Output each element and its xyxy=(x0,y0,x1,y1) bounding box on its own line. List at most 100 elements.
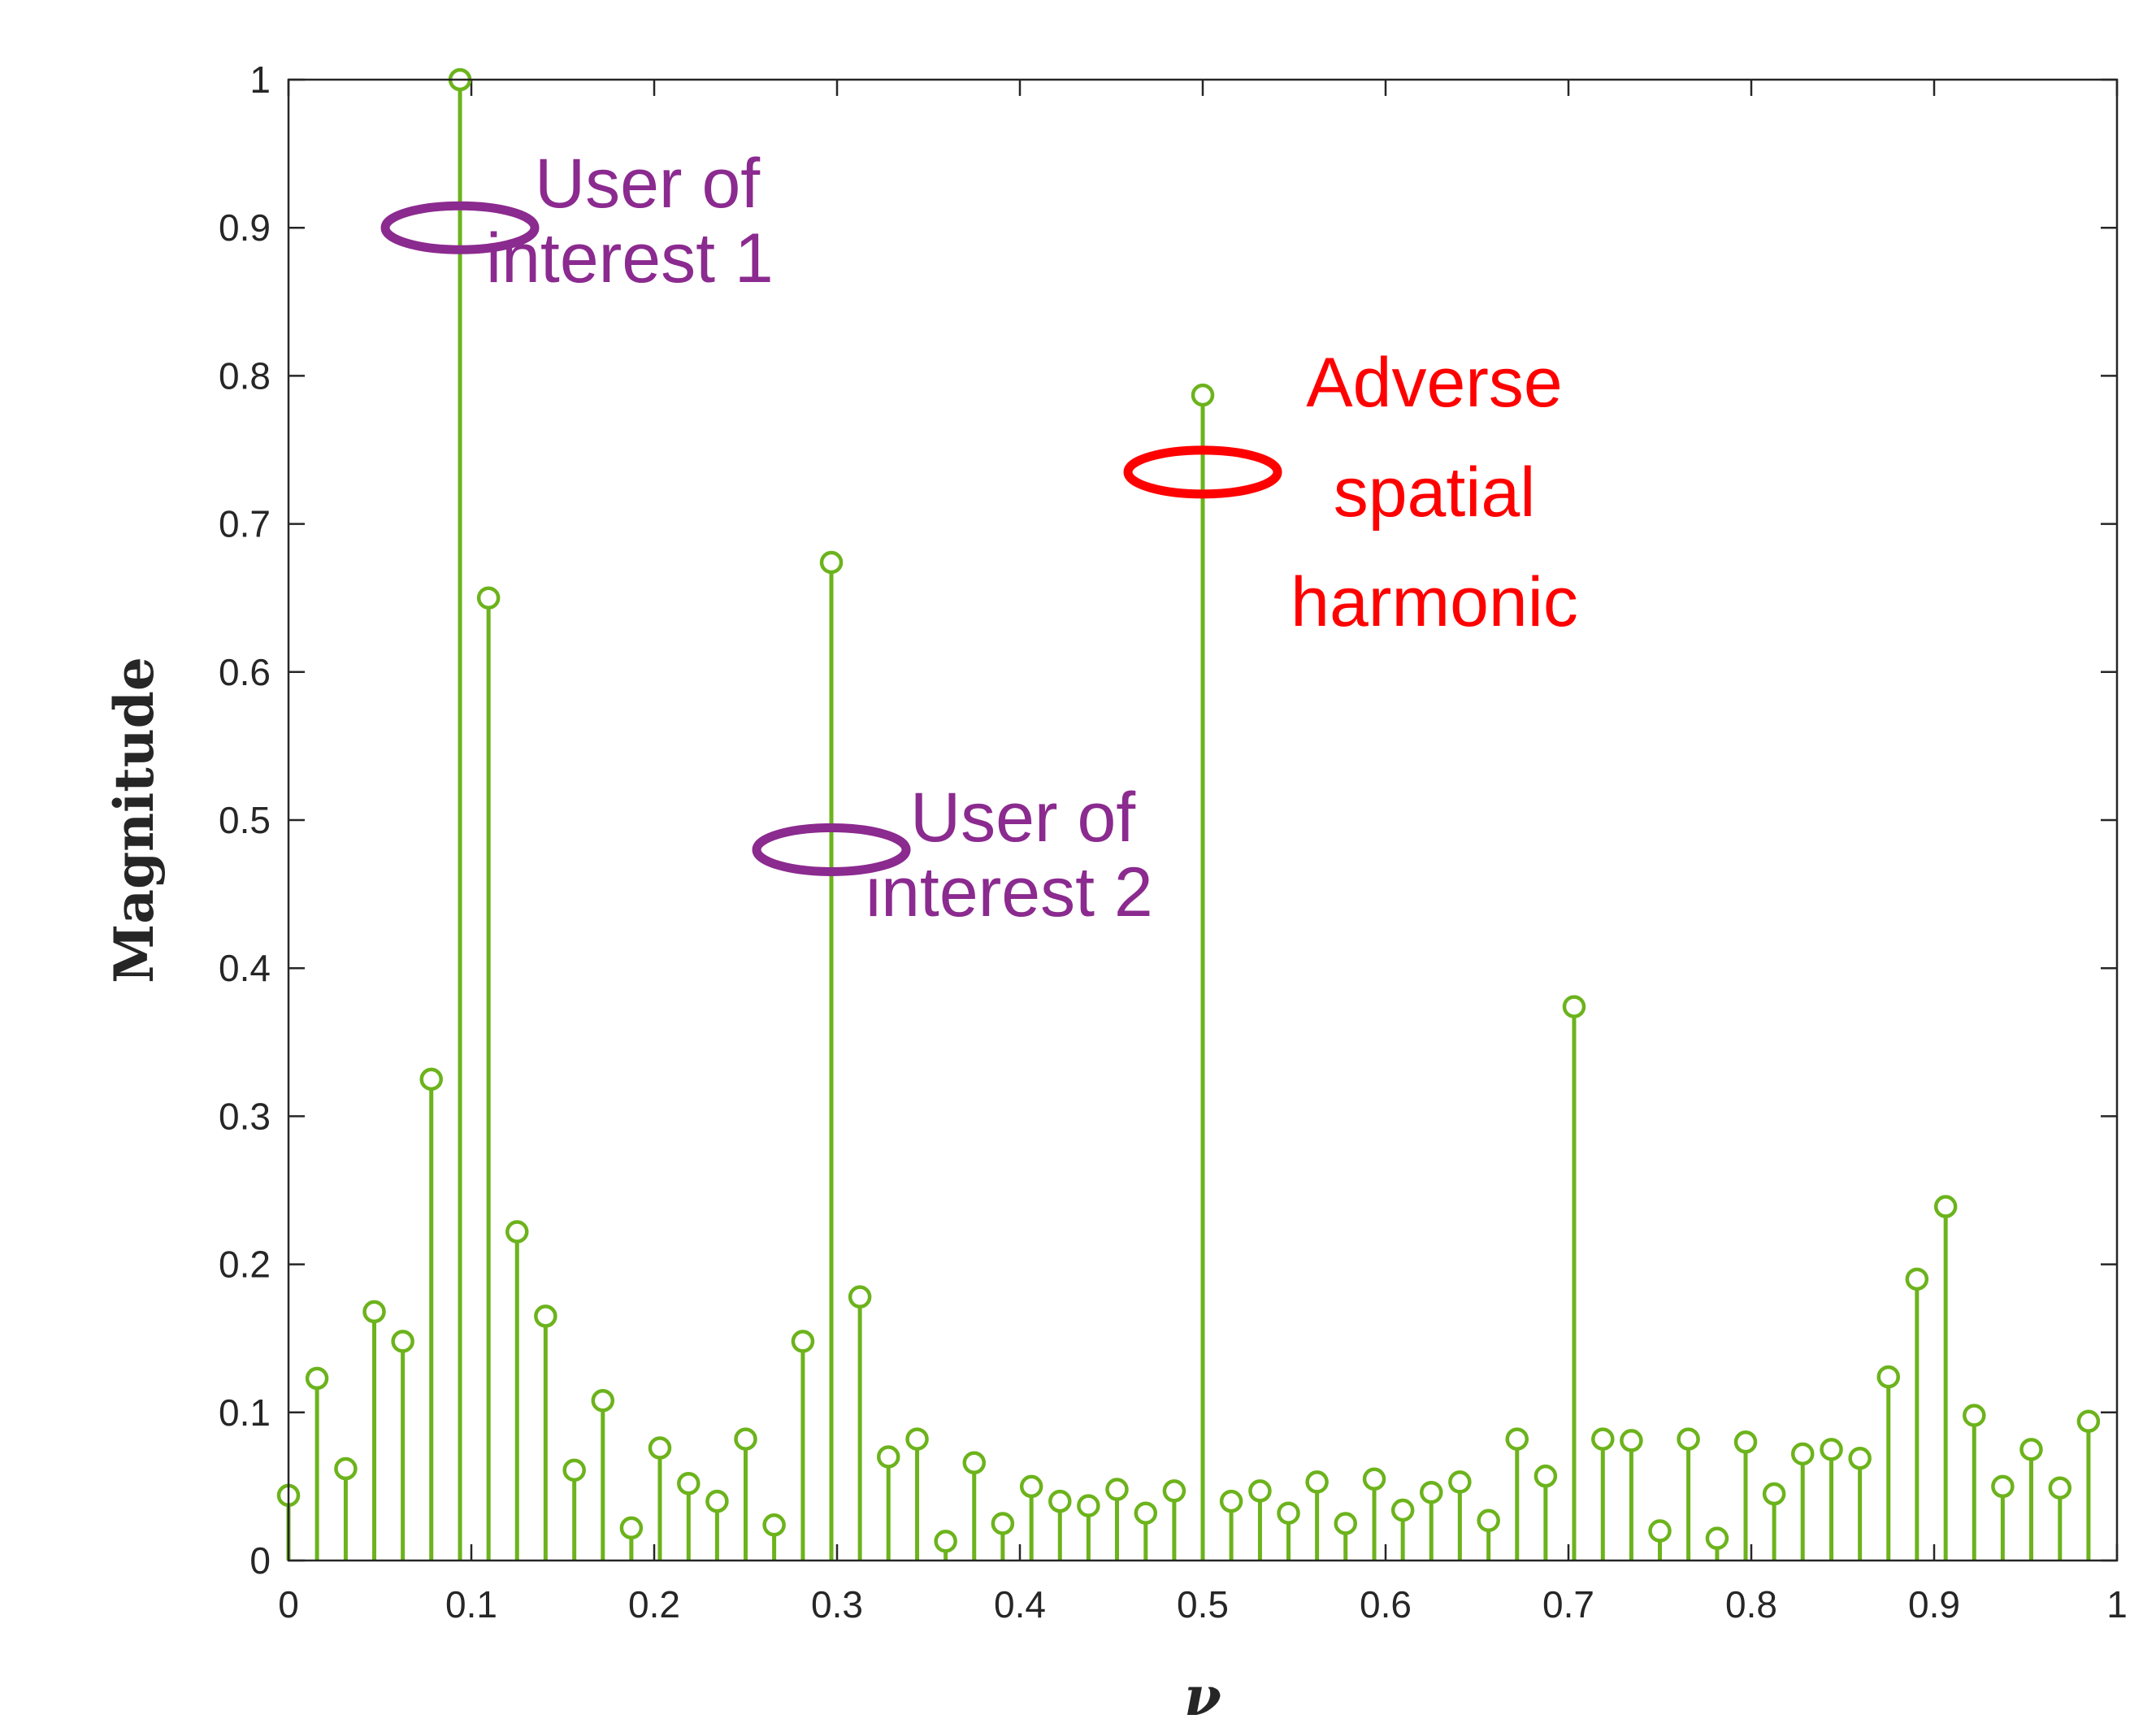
y-tick-label: 0.8 xyxy=(219,354,271,397)
stem-marker xyxy=(1705,1526,1729,1550)
stem-marker xyxy=(1591,1427,1615,1451)
stem-marker xyxy=(876,1445,900,1469)
x-tick-label: 0.1 xyxy=(445,1583,497,1626)
stem-marker xyxy=(1048,1489,1072,1513)
stem-marker xyxy=(991,1512,1015,1535)
stem-marker xyxy=(534,1304,557,1328)
y-tick-label: 0.5 xyxy=(219,799,271,841)
axes-box xyxy=(287,78,2119,1562)
stem-marker xyxy=(934,1530,957,1553)
stem-marker xyxy=(962,1451,986,1474)
stem-marker xyxy=(362,1300,386,1324)
annotation-label: interest 2 xyxy=(865,853,1153,931)
stem-marker xyxy=(648,1436,672,1460)
stem-marker xyxy=(1876,1365,1900,1389)
stem-marker xyxy=(1420,1480,1443,1504)
annotation-label: User of xyxy=(910,779,1136,857)
stem-marker xyxy=(1019,1474,1043,1499)
stem-marker xyxy=(2048,1476,2072,1500)
x-tick-label: 0.6 xyxy=(1360,1583,1412,1626)
stem-marker xyxy=(1105,1478,1129,1501)
y-tick-label: 0.1 xyxy=(219,1391,271,1434)
stem-marker xyxy=(905,1427,929,1451)
stem-marker xyxy=(1820,1438,1843,1461)
annotation-label: interest 1 xyxy=(486,219,774,297)
y-tick-label: 0.9 xyxy=(219,206,271,249)
stem-marker xyxy=(1648,1519,1672,1543)
x-tick-label: 0.7 xyxy=(1542,1583,1594,1626)
annotation-ellipse xyxy=(380,201,540,254)
x-axis-title: ν xyxy=(1184,1665,1221,1728)
stem-marker xyxy=(791,1330,815,1353)
stem-marker xyxy=(1963,1404,1986,1427)
stem-marker xyxy=(391,1330,414,1353)
stem-marker xyxy=(305,1366,329,1391)
stem-marker xyxy=(1620,1429,1643,1452)
stem-marker xyxy=(419,1067,443,1092)
stem-marker xyxy=(334,1456,358,1481)
stem-marker xyxy=(1362,1467,1386,1491)
stem-marker xyxy=(1162,1479,1186,1503)
stem-marker xyxy=(734,1427,757,1451)
x-tick-label: 0.3 xyxy=(811,1583,863,1626)
stem-marker xyxy=(1790,1442,1815,1466)
stem-marker xyxy=(476,586,501,610)
stem-marker xyxy=(1390,1498,1415,1522)
stem-marker xyxy=(1905,1267,1929,1291)
stem-marker xyxy=(1191,383,1215,407)
stem-marker xyxy=(619,1516,644,1540)
stem-marker xyxy=(2076,1409,2101,1433)
stem-marker xyxy=(1077,1494,1100,1517)
x-tick-label: 1 xyxy=(2106,1583,2128,1626)
stem-marker xyxy=(1477,1508,1500,1533)
stem-marker xyxy=(848,1285,872,1309)
annotation-ellipse xyxy=(752,823,911,876)
x-tick-label: 0 xyxy=(278,1583,299,1626)
stem-series xyxy=(276,67,2101,1561)
axis-ticks: 0 0.1 0.2 0.3 0.4 0.5 0.6 0.7 0.8 0.9 1 0 0.1 0.2 0.3 0… xyxy=(219,59,2128,1626)
stem-marker xyxy=(1305,1470,1329,1494)
stem-marker xyxy=(591,1388,615,1413)
stem-marker xyxy=(762,1513,786,1537)
stem-marker xyxy=(1134,1501,1158,1525)
y-tick-label: 0.6 xyxy=(219,651,271,693)
stem-marker xyxy=(1448,1470,1472,1494)
x-tick-label: 0.2 xyxy=(628,1583,680,1626)
stem-marker xyxy=(1733,1430,1758,1454)
x-tick-label: 0.4 xyxy=(994,1583,1046,1626)
stem-marker xyxy=(1277,1501,1300,1525)
annotation-label: User of xyxy=(535,145,761,223)
stem-marker xyxy=(1562,995,1586,1018)
stem-marker xyxy=(705,1489,729,1513)
annotation-label: spatial xyxy=(1334,454,1536,532)
stem-marker xyxy=(1505,1427,1529,1451)
x-tick-label: 0.5 xyxy=(1177,1583,1229,1626)
stem-marker xyxy=(1334,1512,1357,1535)
stem-marker xyxy=(562,1458,586,1482)
y-tick-label: 0.2 xyxy=(219,1244,271,1286)
stem-marker xyxy=(2019,1438,2043,1461)
y-tick-label: 1 xyxy=(249,59,271,101)
stem-marker xyxy=(505,1220,529,1244)
stem-marker xyxy=(1533,1464,1558,1488)
stem-marker xyxy=(1762,1482,1786,1506)
stem-marker xyxy=(819,550,844,575)
stem-marker xyxy=(1991,1474,2015,1499)
y-axis-title: Magnitude xyxy=(102,657,166,983)
stem-marker xyxy=(1248,1479,1272,1503)
annotation-label: harmonic xyxy=(1291,563,1578,641)
stem-marker xyxy=(1677,1427,1700,1451)
stem-marker xyxy=(1219,1489,1243,1513)
x-tick-label: 0.9 xyxy=(1908,1583,1960,1626)
x-tick-label: 0.8 xyxy=(1725,1583,1777,1626)
stem-marker xyxy=(1848,1447,1872,1470)
stem-marker xyxy=(1933,1195,1958,1218)
y-tick-label: 0.3 xyxy=(219,1095,271,1137)
stem-marker xyxy=(677,1472,701,1495)
y-tick-label: 0.7 xyxy=(219,503,271,545)
y-tick-label: 0 xyxy=(249,1539,271,1582)
annotation-ellipse xyxy=(1123,445,1282,499)
annotation-label: Adverse xyxy=(1306,344,1563,422)
